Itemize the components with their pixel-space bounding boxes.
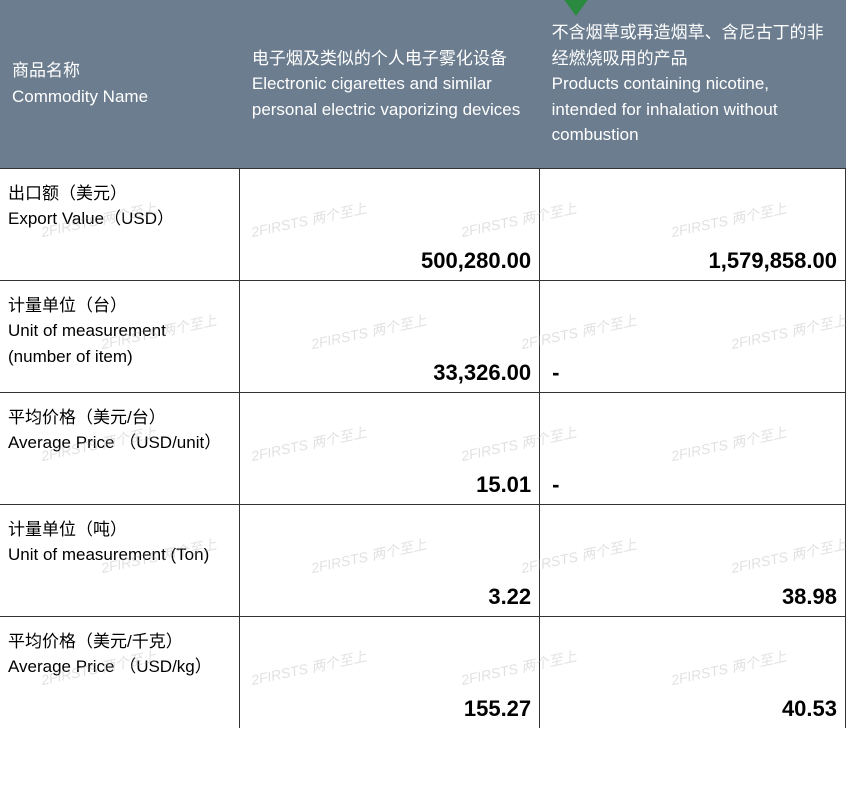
- row-label-cn: 平均价格（美元/千克）: [8, 629, 231, 655]
- value-cell-nicotine: 1,579,858.00: [540, 168, 846, 280]
- commodity-table: 商品名称 Commodity Name 电子烟及类似的个人电子雾化设备 Elec…: [0, 0, 846, 728]
- row-label-cell: 出口额（美元） Export Value（USD）: [0, 168, 240, 280]
- header-label-en: Products containing nicotine, intended f…: [552, 71, 834, 148]
- value-cell-ecig: 500,280.00: [240, 168, 540, 280]
- header-cell-nicotine: 不含烟草或再造烟草、含尼古丁的非经燃烧吸用的产品 Products contai…: [540, 0, 846, 168]
- table-row: 出口额（美元） Export Value（USD）500,280.001,579…: [0, 168, 846, 280]
- table-row: 计量单位（台）Unit of measurement (number of it…: [0, 280, 846, 392]
- header-label-cn: 商品名称: [12, 58, 228, 84]
- row-label-cn: 计量单位（台）: [8, 293, 231, 319]
- table-row: 平均价格（美元/千克）Average Price （USD/kg）155.274…: [0, 616, 846, 728]
- value-cell-nicotine: 40.53: [540, 616, 846, 728]
- row-label-en: Average Price （USD/kg）: [8, 654, 231, 680]
- header-label-cn: 不含烟草或再造烟草、含尼古丁的非经燃烧吸用的产品: [552, 20, 834, 71]
- value-cell-nicotine: 38.98: [540, 504, 846, 616]
- row-label-cn: 平均价格（美元/台）: [8, 405, 231, 431]
- row-label-cn: 计量单位（吨）: [8, 517, 231, 543]
- triangle-indicator-icon: [560, 0, 592, 16]
- table-row: 计量单位（吨）Unit of measurement (Ton)3.2238.9…: [0, 504, 846, 616]
- row-label-cell: 平均价格（美元/台）Average Price （USD/unit）: [0, 392, 240, 504]
- value-cell-ecig: 15.01: [240, 392, 540, 504]
- row-label-en: Average Price （USD/unit）: [8, 430, 231, 456]
- header-label-cn: 电子烟及类似的个人电子雾化设备: [252, 46, 528, 72]
- row-label-en: Unit of measurement (number of item): [8, 318, 231, 369]
- header-label-en: Commodity Name: [12, 84, 228, 110]
- table-header-row: 商品名称 Commodity Name 电子烟及类似的个人电子雾化设备 Elec…: [0, 0, 846, 168]
- value-cell-nicotine: -: [540, 392, 846, 504]
- row-label-cn: 出口额（美元）: [8, 181, 231, 207]
- header-label-en: Electronic cigarettes and similar person…: [252, 71, 528, 122]
- row-label-en: Unit of measurement (Ton): [8, 542, 231, 568]
- header-cell-commodity-name: 商品名称 Commodity Name: [0, 0, 240, 168]
- value-cell-nicotine: -: [540, 280, 846, 392]
- value-cell-ecig: 33,326.00: [240, 280, 540, 392]
- table-row: 平均价格（美元/台）Average Price （USD/unit）15.01-: [0, 392, 846, 504]
- row-label-en: Export Value（USD）: [8, 206, 231, 232]
- value-cell-ecig: 155.27: [240, 616, 540, 728]
- row-label-cell: 平均价格（美元/千克）Average Price （USD/kg）: [0, 616, 240, 728]
- row-label-cell: 计量单位（吨）Unit of measurement (Ton): [0, 504, 240, 616]
- row-label-cell: 计量单位（台）Unit of measurement (number of it…: [0, 280, 240, 392]
- header-cell-ecig: 电子烟及类似的个人电子雾化设备 Electronic cigarettes an…: [240, 0, 540, 168]
- value-cell-ecig: 3.22: [240, 504, 540, 616]
